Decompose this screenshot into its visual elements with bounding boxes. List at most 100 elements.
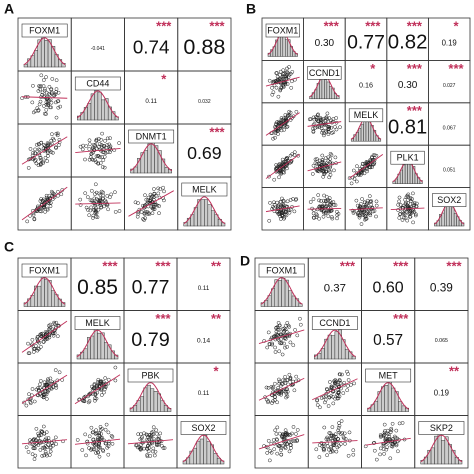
scatter-point (53, 435, 58, 440)
scatter-point (93, 443, 98, 448)
scatter-point (291, 438, 295, 443)
scatter-point (357, 213, 361, 218)
scatter-point (338, 125, 342, 130)
histogram-bar (157, 393, 161, 412)
scatter-point (275, 74, 280, 79)
histogram-bar (399, 169, 403, 184)
histogram-bar (160, 400, 165, 412)
scatter-point (292, 388, 297, 393)
scatter-point (283, 374, 287, 379)
histogram-bar (207, 204, 212, 227)
correlation: 0.88 (183, 34, 225, 59)
scatter-point (45, 101, 50, 106)
scatter-point (106, 207, 110, 212)
scatter-point (331, 401, 336, 406)
histogram-bar (87, 103, 92, 121)
scatter-point (325, 111, 330, 116)
scatter-point (329, 436, 334, 441)
scatter-point (360, 171, 364, 176)
scatter-point (347, 430, 352, 435)
scatter-point (91, 447, 96, 452)
scatter-point (324, 194, 329, 199)
scatter-point (99, 205, 103, 210)
scatter-point (36, 346, 40, 351)
density-curve (23, 37, 66, 66)
scatter-point (43, 383, 48, 387)
scatter-point (272, 177, 277, 182)
scatter-point (108, 144, 113, 149)
scatter-point (285, 321, 290, 325)
scatter-point (269, 384, 274, 389)
histogram-bar (344, 348, 349, 360)
scatter-point (317, 169, 322, 174)
label-box (127, 368, 174, 383)
scatter-point (99, 199, 103, 203)
scatter-point (315, 125, 320, 130)
scatter-point (98, 155, 102, 159)
fit-line (312, 440, 358, 444)
scatter-point (388, 430, 393, 435)
scatter-point (331, 200, 336, 204)
scatter-point (266, 330, 271, 335)
scatter-point (156, 186, 161, 191)
correlation: 0.16 (359, 81, 373, 90)
scatter-point (268, 449, 273, 453)
scatter-point (56, 99, 61, 103)
scatter-point (42, 431, 47, 436)
scatter-point (153, 193, 158, 198)
scatter-point (149, 205, 154, 209)
variable-label: MET (379, 370, 399, 380)
fit-line (365, 437, 411, 446)
scatter-point (388, 456, 393, 461)
scatter-point (313, 126, 317, 130)
scatter-point (336, 425, 341, 430)
scatter-point (28, 147, 33, 151)
cell-frame (427, 187, 471, 231)
scatter-point (46, 146, 50, 151)
scatter-point (315, 157, 319, 161)
histogram-bar (164, 167, 169, 174)
scatter-point (363, 444, 368, 449)
scatter-point (280, 196, 284, 201)
correlation: 0.067 (443, 125, 456, 131)
scatter-point (37, 142, 41, 147)
scatter-point (276, 125, 280, 130)
scatter-point (285, 199, 290, 204)
label-box (307, 66, 342, 80)
scatter-point (368, 158, 373, 162)
histogram-bar (97, 91, 102, 121)
scatter-point (53, 92, 58, 97)
scatter-point (103, 151, 108, 155)
scatter-point (323, 156, 328, 160)
scatter-point (294, 432, 298, 436)
scatter-point (328, 437, 333, 441)
scatter-point (45, 380, 50, 385)
scatter-point (91, 216, 95, 220)
scatter-point (331, 394, 335, 399)
scatter-point (405, 203, 410, 208)
scatter-point (47, 84, 52, 89)
scatter-point (408, 211, 413, 215)
scatter-point (45, 151, 50, 156)
scatter-point (154, 431, 159, 436)
histogram-bar (329, 86, 333, 100)
scatter-point (108, 136, 112, 141)
significance: *** (407, 103, 423, 118)
histogram-bar (34, 50, 38, 68)
label-box (432, 193, 467, 207)
scatter-point (274, 432, 279, 436)
cell-frame (176, 415, 231, 469)
scatter-point (26, 397, 31, 402)
scatter-point (278, 168, 283, 173)
variable-label: CCND1 (309, 68, 340, 78)
scatter-point (48, 449, 53, 454)
scatter-point (39, 161, 43, 166)
scatter-point (37, 102, 42, 107)
scatter-point (407, 212, 412, 216)
density-curve (182, 434, 225, 463)
scatter-point (150, 211, 155, 216)
variable-label: FOXM1 (266, 265, 297, 275)
scatter-point (328, 169, 332, 174)
scatter-point (99, 137, 103, 142)
scatter-point (94, 197, 99, 201)
